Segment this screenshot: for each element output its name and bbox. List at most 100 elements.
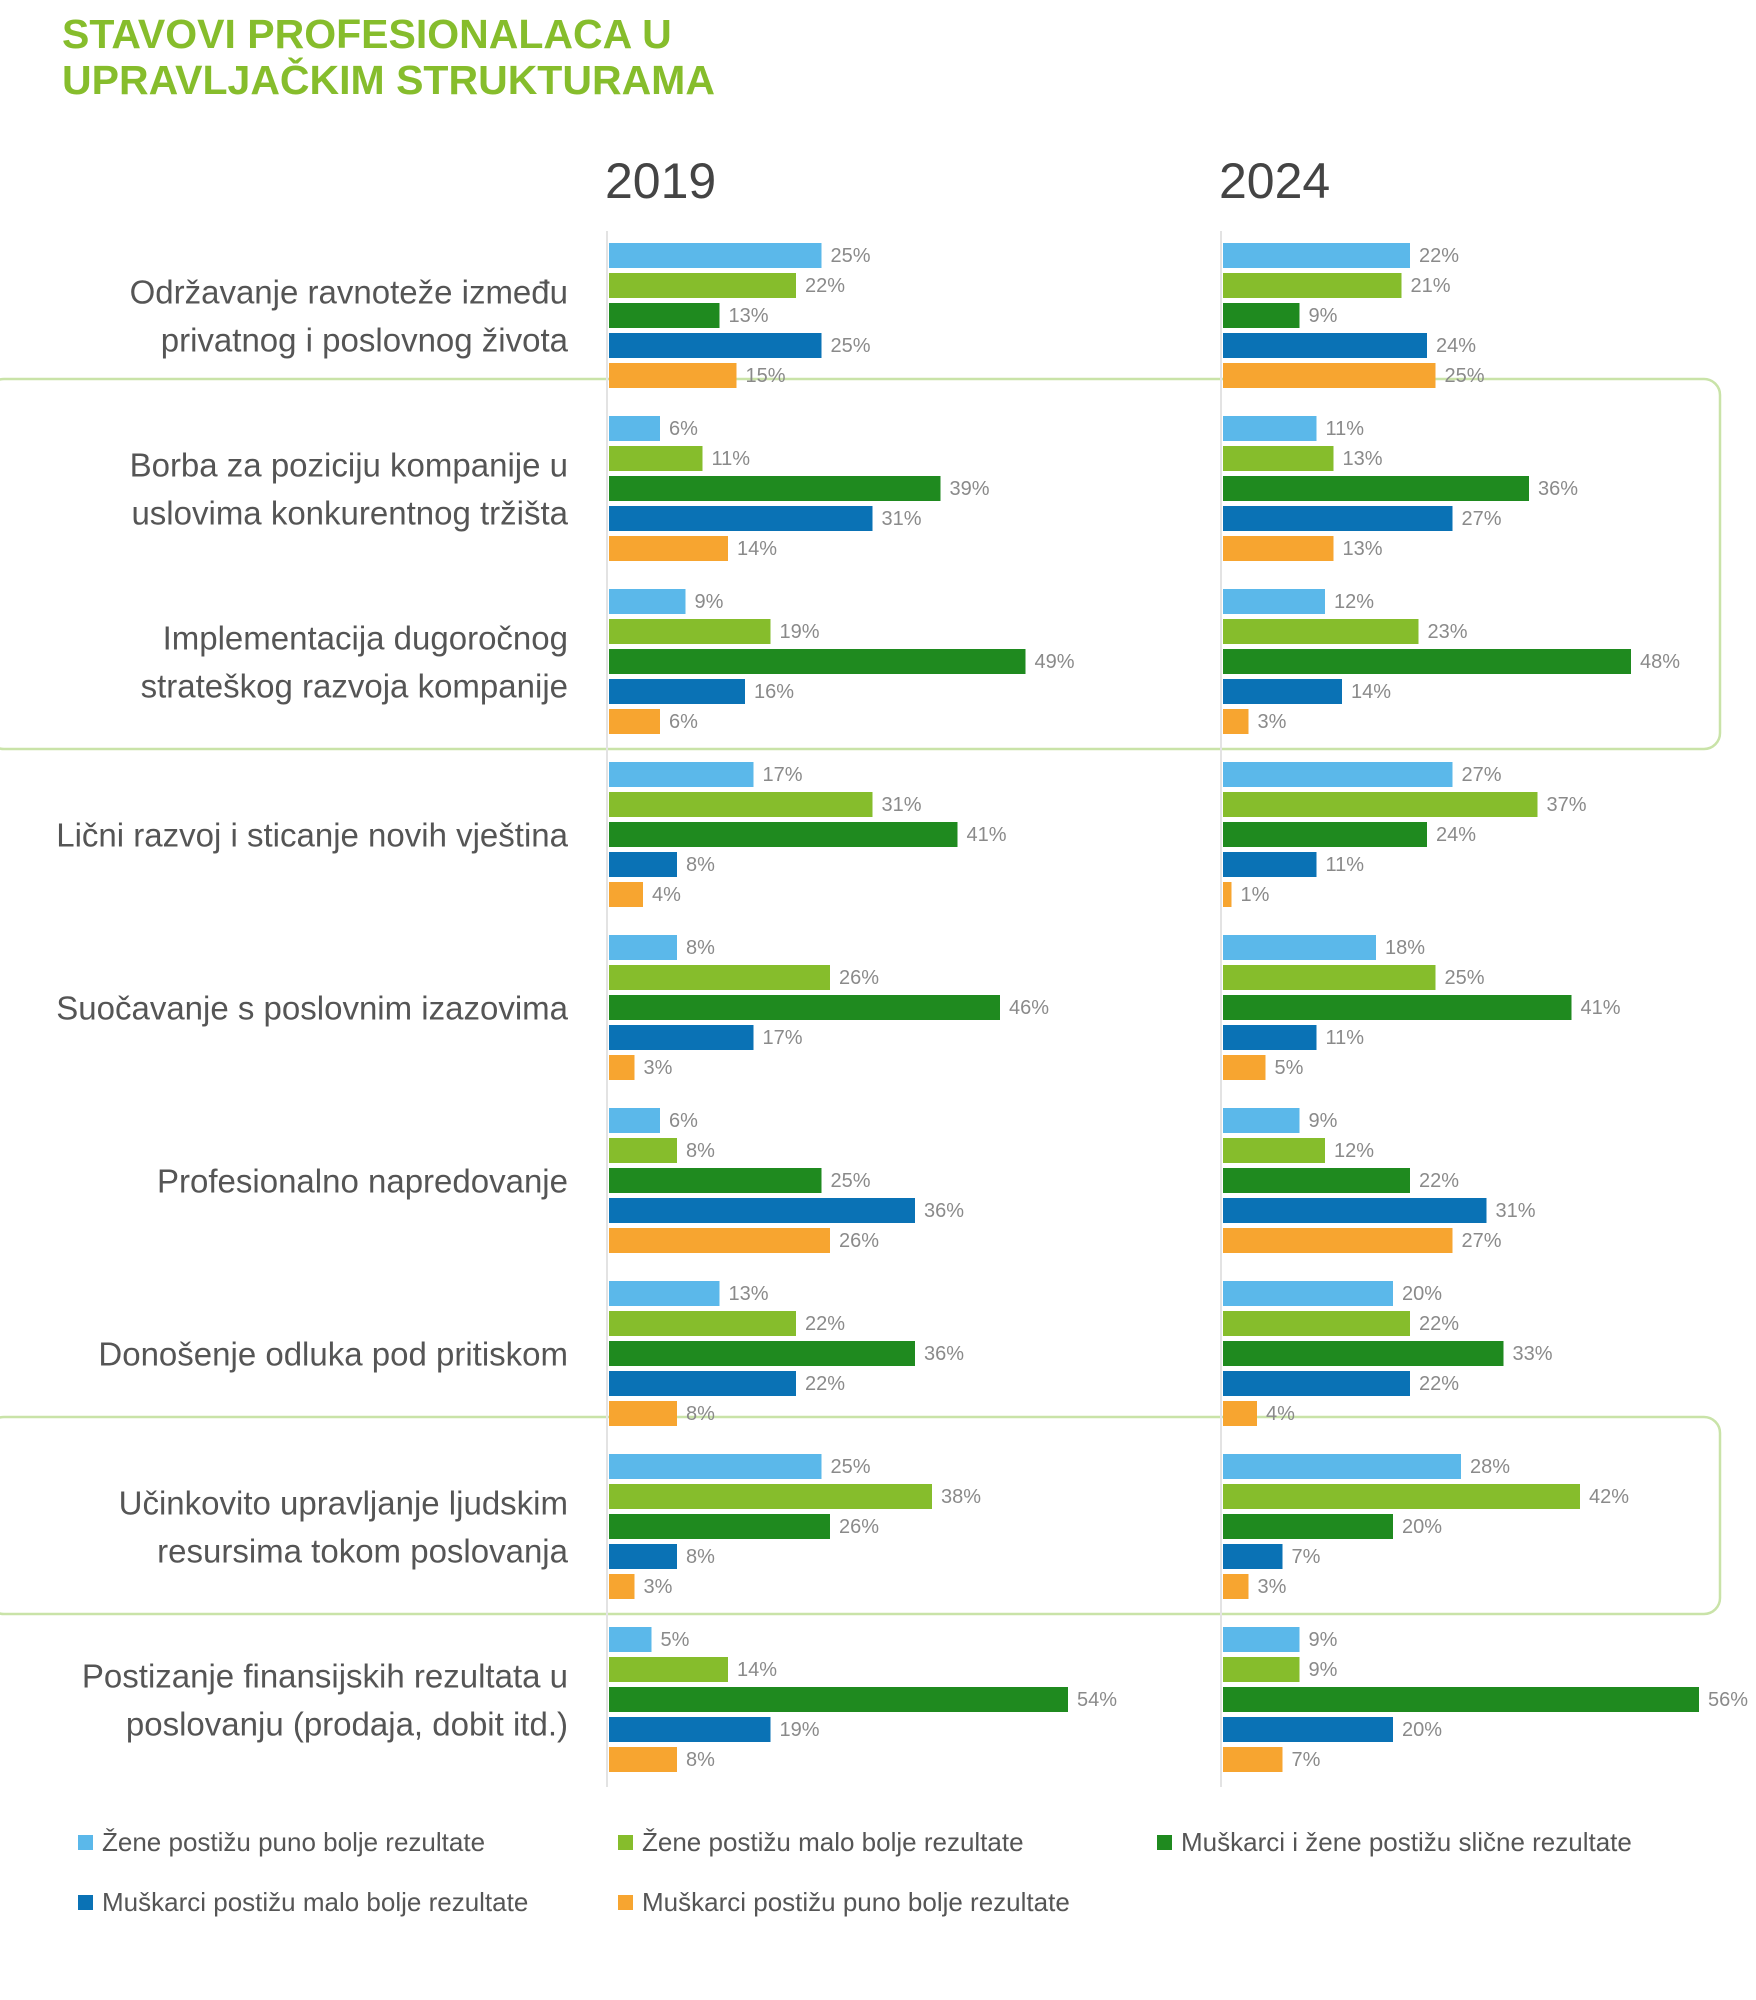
value-label-2019-series-5-cat-4: 4%	[652, 884, 681, 906]
bar-2024-series-1-cat-5	[1223, 935, 1376, 960]
value-label-2024-series-2-cat-6: 12%	[1334, 1140, 1374, 1162]
value-label-2019-series-1-cat-7: 13%	[729, 1283, 769, 1305]
bar-2024-series-1-cat-1	[1223, 243, 1410, 268]
value-label-2019-series-5-cat-7: 8%	[686, 1403, 715, 1425]
category-label-8-line-1: Učinkovito upravljanje ljudskim	[119, 1485, 568, 1522]
bar-2024-series-5-cat-3	[1223, 709, 1249, 734]
bar-2024-series-4-cat-6	[1223, 1198, 1487, 1223]
value-label-2024-series-5-cat-2: 13%	[1343, 538, 1383, 560]
value-label-2019-series-2-cat-5: 26%	[839, 967, 879, 989]
bar-2019-series-3-cat-1	[609, 303, 720, 328]
bar-2019-series-5-cat-2	[609, 536, 728, 561]
value-label-2024-series-3-cat-3: 48%	[1640, 651, 1680, 673]
value-label-2019-series-4-cat-6: 36%	[924, 1200, 964, 1222]
value-label-2024-series-2-cat-9: 9%	[1309, 1659, 1338, 1681]
bar-2019-series-4-cat-3	[609, 679, 745, 704]
bar-2024-series-4-cat-7	[1223, 1371, 1410, 1396]
bar-2019-series-1-cat-7	[609, 1281, 720, 1306]
bar-2019-series-1-cat-2	[609, 416, 660, 441]
value-label-2024-series-2-cat-7: 22%	[1419, 1313, 1459, 1335]
value-label-2024-series-5-cat-4: 1%	[1241, 884, 1270, 906]
bar-2024-series-1-cat-9	[1223, 1627, 1300, 1652]
value-label-2024-series-1-cat-4: 27%	[1462, 764, 1502, 786]
bar-2019-series-3-cat-5	[609, 995, 1000, 1020]
bar-2019-series-1-cat-8	[609, 1454, 822, 1479]
value-label-2019-series-1-cat-4: 17%	[763, 764, 803, 786]
bar-2024-series-2-cat-1	[1223, 273, 1402, 298]
bar-2024-series-5-cat-6	[1223, 1228, 1453, 1253]
category-label-1-line-2: privatnog i poslovnog života	[161, 322, 569, 359]
value-label-2024-series-3-cat-5: 41%	[1581, 997, 1621, 1019]
value-label-2024-series-1-cat-8: 28%	[1470, 1456, 1510, 1478]
bar-2019-series-2-cat-6	[609, 1138, 677, 1163]
bar-2019-series-5-cat-6	[609, 1228, 830, 1253]
bar-2019-series-1-cat-9	[609, 1627, 652, 1652]
bar-2019-series-2-cat-2	[609, 446, 703, 471]
category-label-9-line-2: poslovanju (prodaja, dobit itd.)	[126, 1706, 568, 1743]
value-label-2024-series-3-cat-4: 24%	[1436, 824, 1476, 846]
category-label-9-line-1: Postizanje finansijskih rezultata u	[82, 1658, 568, 1695]
value-label-2024-series-3-cat-8: 20%	[1402, 1516, 1442, 1538]
value-label-2019-series-2-cat-8: 38%	[941, 1486, 981, 1508]
value-label-2024-series-5-cat-8: 3%	[1258, 1576, 1287, 1598]
category-label-8-line-2: resursima tokom poslovanja	[157, 1533, 568, 1570]
value-label-2019-series-4-cat-5: 17%	[763, 1027, 803, 1049]
bar-2024-series-5-cat-9	[1223, 1747, 1283, 1772]
bar-2024-series-2-cat-2	[1223, 446, 1334, 471]
category-label-6-line-1: Profesionalno napredovanje	[157, 1163, 568, 1200]
value-label-2024-series-4-cat-8: 7%	[1292, 1546, 1321, 1568]
bar-2024-series-1-cat-3	[1223, 589, 1325, 614]
bar-2024-series-1-cat-7	[1223, 1281, 1393, 1306]
value-label-2019-series-5-cat-9: 8%	[686, 1749, 715, 1771]
legend-swatch-4	[78, 1895, 93, 1910]
value-label-2019-series-4-cat-7: 22%	[805, 1373, 845, 1395]
bar-2024-series-2-cat-5	[1223, 965, 1436, 990]
bar-2019-series-5-cat-3	[609, 709, 660, 734]
value-label-2024-series-4-cat-1: 24%	[1436, 335, 1476, 357]
bar-2019-series-2-cat-7	[609, 1311, 796, 1336]
category-label-1-line-1: Održavanje ravnoteže između	[130, 274, 568, 311]
value-label-2019-series-4-cat-3: 16%	[754, 681, 794, 703]
bar-2024-series-3-cat-2	[1223, 476, 1529, 501]
bar-2024-series-4-cat-3	[1223, 679, 1342, 704]
value-label-2024-series-5-cat-3: 3%	[1258, 711, 1287, 733]
value-label-2019-series-3-cat-1: 13%	[729, 305, 769, 327]
value-label-2019-series-1-cat-6: 6%	[669, 1110, 698, 1132]
legend-swatch-2	[618, 1835, 633, 1850]
legend-label-2: Žene postižu malo bolje rezultate	[642, 1827, 1024, 1857]
bar-2019-series-4-cat-4	[609, 852, 677, 877]
bar-2024-series-4-cat-8	[1223, 1544, 1283, 1569]
value-label-2024-series-1-cat-2: 11%	[1326, 418, 1365, 440]
value-label-2019-series-3-cat-3: 49%	[1035, 651, 1075, 673]
bar-2024-series-3-cat-4	[1223, 822, 1427, 847]
value-label-2019-series-5-cat-6: 26%	[839, 1230, 879, 1252]
legend-swatch-5	[618, 1895, 633, 1910]
bar-2019-series-3-cat-7	[609, 1341, 915, 1366]
category-label-7-line-1: Donošenje odluka pod pritiskom	[98, 1336, 568, 1373]
bar-2024-series-5-cat-1	[1223, 363, 1436, 388]
value-label-2019-series-5-cat-8: 3%	[644, 1576, 673, 1598]
value-label-2019-series-1-cat-9: 5%	[661, 1629, 690, 1651]
value-label-2019-series-4-cat-2: 31%	[882, 508, 922, 530]
bar-2019-series-3-cat-8	[609, 1514, 830, 1539]
value-label-2024-series-5-cat-6: 27%	[1462, 1230, 1502, 1252]
bar-2019-series-3-cat-2	[609, 476, 941, 501]
value-label-2024-series-4-cat-5: 11%	[1326, 1027, 1365, 1049]
bar-2019-series-4-cat-9	[609, 1717, 771, 1742]
value-label-2019-series-1-cat-2: 6%	[669, 418, 698, 440]
value-label-2019-series-1-cat-5: 8%	[686, 937, 715, 959]
legend-swatch-1	[78, 1835, 93, 1850]
bar-2024-series-3-cat-1	[1223, 303, 1300, 328]
bar-2019-series-1-cat-4	[609, 762, 754, 787]
highlight-frame-1	[0, 377, 1722, 751]
category-label-2-line-1: Borba za poziciju kompanije u	[130, 447, 568, 484]
legend-swatch-3	[1157, 1835, 1172, 1850]
bar-2024-series-4-cat-2	[1223, 506, 1453, 531]
bar-2024-series-3-cat-9	[1223, 1687, 1699, 1712]
value-label-2024-series-5-cat-9: 7%	[1292, 1749, 1321, 1771]
category-label-4-line-1: Lični razvoj i sticanje novih vještina	[56, 817, 568, 854]
value-label-2024-series-4-cat-2: 27%	[1462, 508, 1502, 530]
bar-2019-series-4-cat-1	[609, 333, 822, 358]
bar-2024-series-5-cat-7	[1223, 1401, 1257, 1426]
